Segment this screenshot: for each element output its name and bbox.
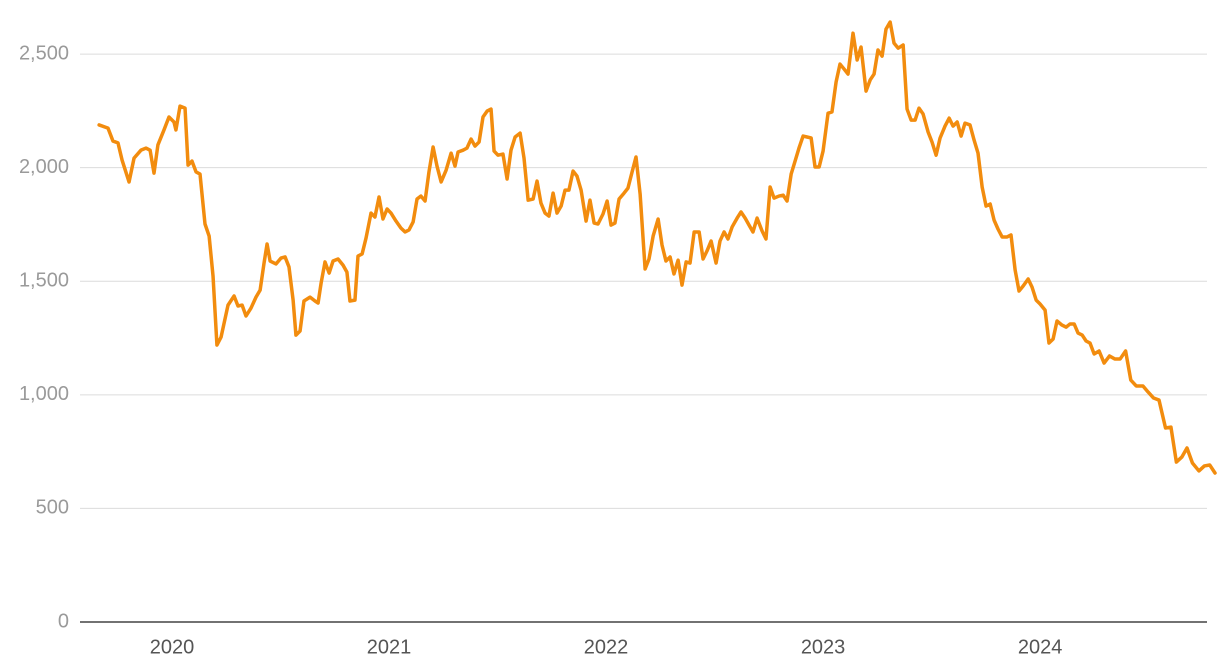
x-tick-label: 2024 [1018, 636, 1063, 658]
x-tick-label: 2023 [801, 636, 846, 658]
y-tick-label: 1,500 [19, 270, 69, 292]
x-tick-label: 2022 [584, 636, 629, 658]
x-tick-label: 2021 [367, 636, 412, 658]
y-tick-label: 500 [36, 497, 69, 519]
line [97, 20, 1217, 475]
y-tick-label: 1,000 [19, 383, 69, 405]
x-tick-label: 2020 [150, 636, 195, 658]
y-tick-label: 0 [58, 610, 69, 632]
y-tick-label: 2,000 [19, 156, 69, 178]
y-tick-label: 2,500 [19, 42, 69, 64]
